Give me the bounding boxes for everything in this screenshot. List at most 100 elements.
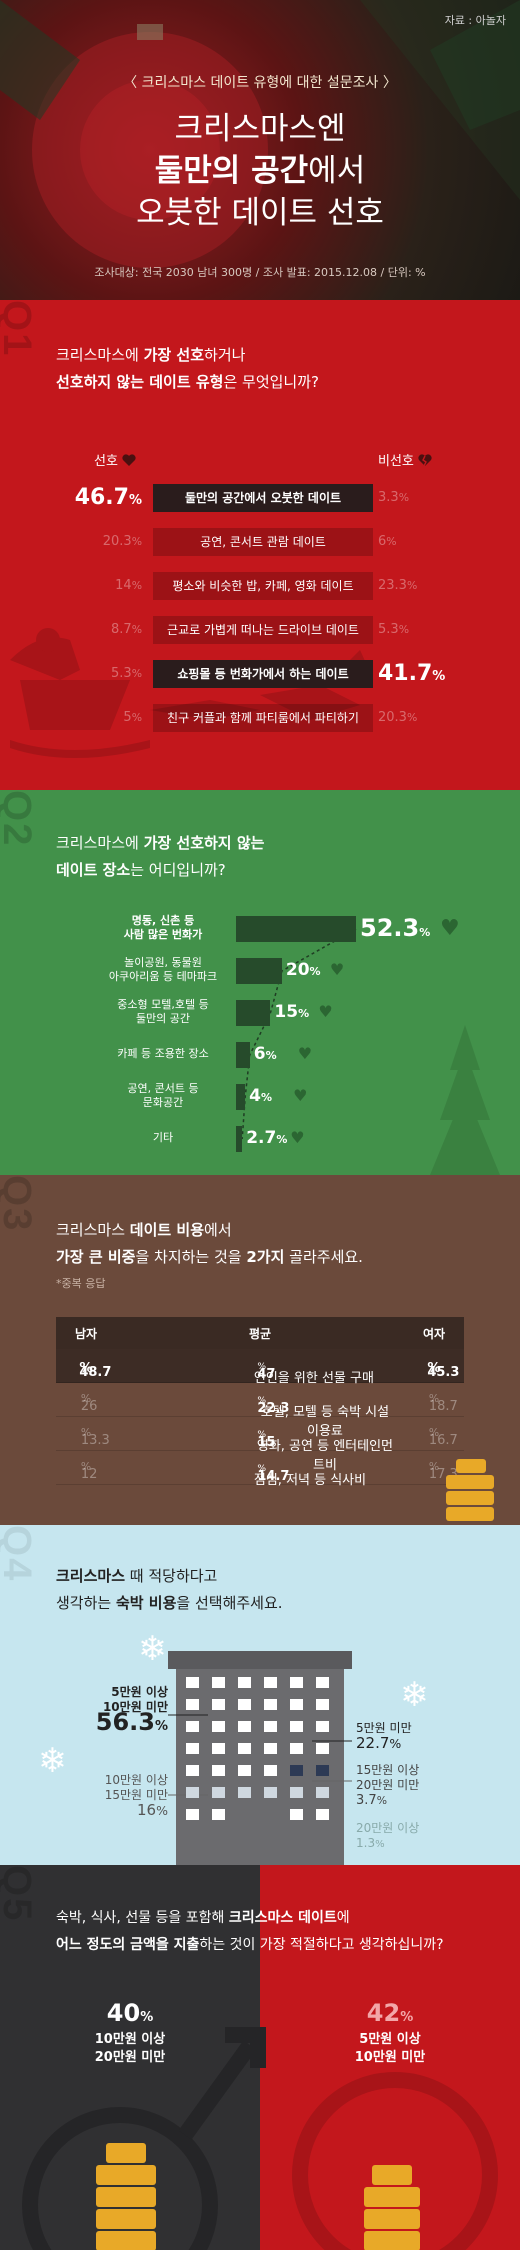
nonprefer-value: 5.3% — [378, 616, 409, 644]
q2-text-part: 크리스마스에 — [56, 834, 144, 852]
nonprefer-value: 3.3% — [378, 484, 409, 512]
place-label-line: 문화공간 — [142, 1096, 184, 1109]
percent-sign: % — [79, 1361, 93, 1376]
place-label-line: 중소형 모텔,호텔 등 — [117, 998, 209, 1011]
window — [290, 1677, 303, 1688]
cost-item: 점심, 저녁 등 식사비 14.7% — [124, 1461, 396, 1488]
window — [238, 1765, 251, 1776]
q5-text-part: 숙박, 식사, 선물 등을 포함해 — [56, 1910, 229, 1926]
q4-text-part: 을 선택해주세요. — [176, 1594, 283, 1612]
source-text: 자료 : 아놀자 — [444, 14, 506, 27]
value-number: 20 — [285, 960, 310, 980]
place-label-line: 명동, 신촌 등 — [131, 914, 195, 927]
q5-section: Q5 숙박, 식사, 선물 등을 포함해 크리스마스 데이트에 어느 정도의 금… — [0, 1865, 520, 2250]
female-value: 18.7% — [404, 1391, 464, 1414]
q4-section: Q4 크리스마스 때 적당하다고 생각하는 숙박 비용을 선택해주세요. ❄ ❄… — [0, 1525, 520, 1865]
title-line-2: 둘만의 공간에서 — [0, 150, 520, 192]
q2-question: 크리스마스에 가장 선호하지 않는 데이트 장소는 어디입니까? — [56, 830, 264, 884]
q3-text-bold: 2가지 — [246, 1248, 285, 1266]
percent-sign: % — [131, 535, 142, 548]
prefer-number: 8.7 — [111, 622, 132, 637]
window — [316, 1787, 329, 1798]
q1-question-line-1: 크리스마스에 가장 선호하거나 — [56, 342, 319, 369]
q2-text-bold: 데이트 장소 — [56, 861, 131, 879]
percent-sign: % — [386, 535, 397, 548]
q5-text-bold: 어느 정도의 금액을 지출 — [56, 1937, 200, 1953]
option-number: 56.3 — [95, 1708, 155, 1736]
q3-question: 크리스마스 데이트 비용에서 가장 큰 비중을 차지하는 것을 2가지 골라주세… — [56, 1217, 363, 1271]
male-range-label: 20만원 미만 — [94, 2050, 166, 2065]
question-number: Q5 — [0, 1865, 39, 1923]
male-value: 40% — [70, 1999, 190, 2027]
place-label: 기타 — [98, 1124, 228, 1145]
q1-text-bold: 선호하지 않는 데이트 유형 — [56, 373, 224, 391]
female-answer: 42% 5만원 이상 10만원 미만 — [330, 1999, 450, 2067]
table-row: 48.7% 연인을 위한 선물 구매 47% 45.3% — [56, 1349, 464, 1386]
percent-sign: % — [257, 1429, 267, 1440]
q4-question-line-2: 생각하는 숙박 비용을 선택해주세요. — [56, 1590, 283, 1617]
percent-sign: % — [154, 1719, 168, 1734]
window — [316, 1809, 329, 1820]
nonprefer-header: 비선호 — [378, 450, 432, 469]
window — [186, 1721, 199, 1732]
q5-text-part: 에 — [336, 1910, 350, 1926]
percent-sign: % — [398, 491, 409, 504]
broken-heart-icon — [418, 454, 432, 467]
male-range-label: 10만원 이상 — [94, 2032, 166, 2047]
q1-row: 5.3% 쇼핑몰 등 번화가에서 하는 데이트 41.7% — [0, 658, 520, 690]
cost-option-b: 10만원 이상 15만원 미만 16% — [88, 1773, 168, 1818]
prefer-value: 20.3% — [103, 528, 142, 556]
place-label: 명동, 신촌 등 사람 많은 번화가 — [98, 914, 228, 942]
prefer-number: 5 — [123, 710, 132, 725]
q5-text-part: 하는 것이 가장 적절하다고 생각하십니까? — [199, 1937, 444, 1953]
q3-text-bold: 가장 큰 비중 — [56, 1248, 136, 1266]
q1-text-part: 크리스마스에 — [56, 346, 144, 364]
question-number: Q4 — [0, 1525, 39, 1583]
average-number: 47 — [257, 1367, 276, 1382]
male-value: 12% — [56, 1459, 116, 1482]
percent-sign: % — [428, 1392, 440, 1405]
male-value: 26% — [56, 1391, 116, 1414]
place-label-line: 놀이공원, 동물원 — [124, 956, 202, 969]
male-number: 26 — [80, 1399, 98, 1414]
window — [290, 1721, 303, 1732]
q1-row: 46.7% 둘만의 공간에서 오붓한 데이트 3.3% — [0, 482, 520, 514]
window — [264, 1743, 277, 1754]
place-label-line: 기타 — [152, 1131, 174, 1144]
window — [212, 1787, 225, 1798]
option-value: 22.7% — [356, 1734, 412, 1752]
percent-sign: % — [131, 711, 142, 724]
option-label: 15만원 이상 — [356, 1763, 420, 1777]
percent-sign: % — [261, 1091, 273, 1104]
broken-heart-icon: ♥ — [318, 1002, 333, 1021]
cost-option-c: 5만원 미만 22.7% — [356, 1721, 412, 1751]
q4-text-bold: 크리스마스 — [56, 1567, 126, 1585]
table-row: 26% 호텔, 모텔 등 숙박 시설 이용료 22.3% 18.7% — [56, 1383, 464, 1439]
male-number: 40 — [106, 1999, 141, 2027]
place-label-line: 아쿠아리움 등 테마파크 — [108, 970, 218, 983]
window — [186, 1699, 199, 1710]
cost-item-label: 영화, 공연 등 엔터테인먼트비 — [256, 1439, 394, 1473]
window — [264, 1787, 277, 1798]
window — [238, 1721, 251, 1732]
window — [290, 1765, 303, 1776]
bar-value: 20% — [286, 960, 321, 980]
option-number: 22.7 — [356, 1734, 390, 1752]
percent-sign: % — [80, 1392, 92, 1405]
percent-sign: % — [276, 1133, 288, 1146]
title-bold-part: 둘만의 공간 — [154, 153, 309, 189]
average-number: 22.3 — [257, 1401, 290, 1416]
date-type-label: 쇼핑몰 등 번화가에서 하는 데이트 — [153, 660, 373, 688]
value-number: 4 — [249, 1086, 262, 1106]
title-line-3: 오붓한 데이트 선호 — [136, 195, 384, 231]
q4-text-part: 때 적당하다고 — [125, 1567, 218, 1585]
option-value: 16% — [88, 1803, 168, 1819]
option-label: 10만원 이상 — [104, 1773, 168, 1787]
window — [316, 1743, 329, 1754]
header-section: 자료 : 아놀자 〈 크리스마스 데이트 유형에 대한 설문조사 〉 크리스마스… — [0, 0, 520, 300]
window — [238, 1743, 251, 1754]
option-number: 3.7 — [356, 1793, 377, 1808]
female-number: 18.7 — [428, 1399, 458, 1414]
window — [316, 1765, 329, 1776]
q3-section: Q3 크리스마스 데이트 비용에서 가장 큰 비중을 차지하는 것을 2가지 골… — [0, 1175, 520, 1525]
